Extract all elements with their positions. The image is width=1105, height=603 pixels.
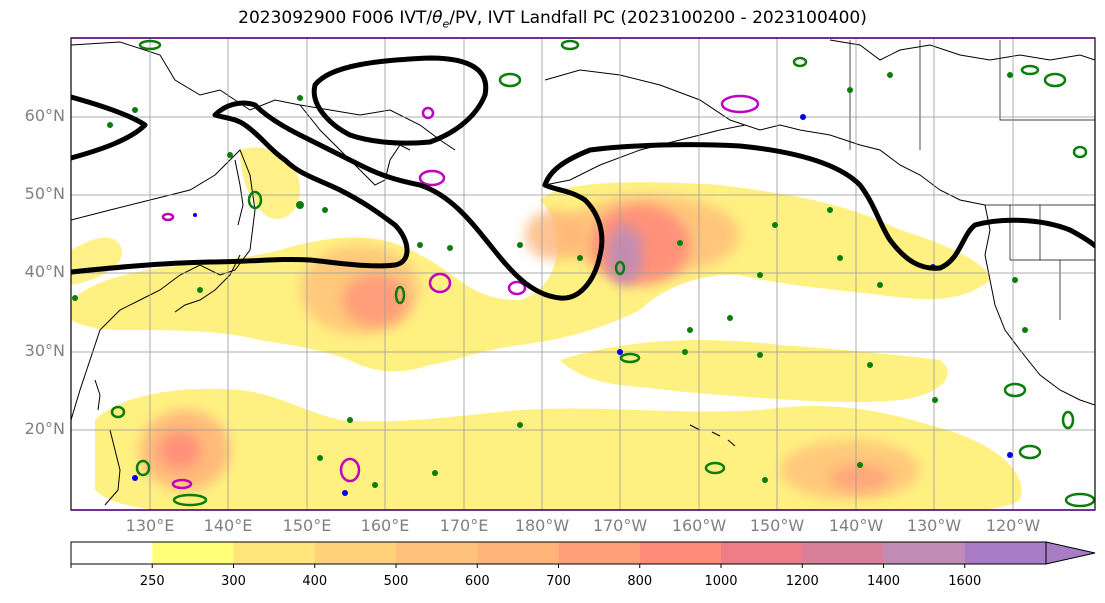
lon-label-150w: 150°W — [749, 516, 805, 535]
pv-magenta-contour — [161, 212, 175, 222]
pv-green-contour — [1018, 444, 1042, 460]
pv-magenta-contour — [421, 106, 435, 120]
coast-na-north — [829, 39, 1095, 61]
ivt-core-south-east-inner — [830, 464, 890, 492]
coast-asia-north — [71, 41, 456, 151]
political-borders — [849, 40, 1095, 320]
pv-green-contour — [1061, 410, 1075, 430]
pv-green-contour — [135, 459, 151, 477]
pv-magenta-contour — [720, 94, 760, 114]
ivt-core-160e-inner — [343, 274, 407, 326]
pv-green-contour — [614, 260, 626, 276]
ivt-band-north — [71, 182, 990, 372]
pv-green-contour — [560, 39, 580, 51]
pv-magenta-contour — [171, 478, 193, 490]
pv-green-contour — [1072, 145, 1088, 159]
lon-label-170e: 170°E — [439, 516, 489, 535]
map-title: 2023092900 F006 IVT/θe/PV, IVT Landfall … — [238, 8, 867, 31]
colorbar-tick-label: 250 — [139, 574, 165, 589]
coast-asia-east — [71, 149, 256, 421]
lon-label-170w: 170°W — [592, 516, 648, 535]
theta-e-contours — [71, 55, 1095, 301]
pv-green-contour — [704, 461, 726, 475]
pv-green-contour — [1020, 64, 1040, 76]
lon-label-130e: 130°E — [125, 516, 175, 535]
pv-green-contour — [172, 493, 208, 507]
border-us-states — [1009, 205, 1095, 320]
pv-dots-green — [72, 72, 1028, 488]
ivt-core-south-west-inner — [160, 432, 200, 468]
coast-kamchatka — [299, 104, 411, 186]
pv-magenta-contour — [339, 457, 361, 483]
colorbar-tick-label: 500 — [383, 574, 409, 589]
pv-magenta-contour — [418, 169, 446, 187]
pv-green-contour — [1003, 382, 1027, 398]
lon-label-140w: 140°W — [828, 516, 884, 535]
pv-green-contour — [394, 285, 406, 305]
coast-philippines — [104, 429, 121, 506]
pv-green-contour — [247, 190, 263, 210]
theta-e-contour-main — [71, 100, 1095, 301]
coast-alaska — [544, 69, 986, 206]
colorbar-tick-label: 1400 — [866, 574, 901, 589]
coast-aleutians — [544, 124, 746, 186]
pv-green-contour — [1043, 72, 1067, 88]
coast-japan — [174, 254, 241, 313]
pv-green-contour — [619, 352, 641, 364]
pv-marks-blue — [132, 114, 1013, 496]
lon-label-180w: 180°W — [514, 516, 570, 535]
colorbar-tick-label: 1600 — [948, 574, 982, 589]
pv-green-contour — [1064, 492, 1095, 508]
pv-green-contour — [110, 405, 126, 419]
pv-green-contour — [138, 39, 162, 51]
lon-label-140e: 140°E — [203, 516, 253, 535]
coast-na-west — [984, 204, 1095, 406]
colorbar-tick-label: 800 — [627, 574, 653, 589]
pv-contours-magenta — [161, 94, 760, 490]
lon-label-120w: 120°W — [985, 516, 1041, 535]
coastlines — [71, 39, 1095, 506]
lat-label-40n: 40°N — [24, 262, 65, 281]
theta-e-contour-northwest — [71, 94, 148, 161]
colorbar-tick-label: 400 — [302, 574, 328, 589]
colorbar-tick-label: 700 — [546, 574, 571, 589]
pv-green-contour — [498, 72, 522, 88]
colorbar-tick-label: 300 — [221, 574, 246, 589]
lon-label-130w: 130°W — [906, 516, 962, 535]
lat-label-30n: 30°N — [24, 341, 65, 360]
ivt-band-japan — [240, 147, 300, 219]
lat-label-60n: 60°N — [24, 106, 65, 125]
border-provinces — [919, 40, 1095, 150]
colorbar-tick-label: 600 — [464, 574, 490, 589]
colorbar-tick-label: 1200 — [785, 574, 819, 589]
pv-magenta-contour — [428, 272, 452, 294]
pv-contours-green — [110, 39, 1095, 508]
colorbar-tick-label: 1000 — [704, 574, 738, 589]
lon-label-160e: 160°E — [360, 516, 410, 535]
coast-hawaii — [689, 424, 736, 447]
lat-label-20n: 20°N — [24, 419, 65, 438]
pv-magenta-contour — [507, 280, 527, 296]
pv-green-contour — [792, 56, 808, 68]
coast-taiwan — [94, 379, 101, 411]
lon-label-150e: 150°E — [282, 516, 332, 535]
ivt-band-mid — [560, 340, 948, 403]
lat-label-50n: 50°N — [24, 184, 65, 203]
theta-e-contour-okhotsk — [311, 55, 489, 146]
lon-label-160w: 160°W — [671, 516, 727, 535]
ivt-core-180 — [525, 210, 585, 260]
ivt-core-170w-3 — [607, 225, 643, 285]
